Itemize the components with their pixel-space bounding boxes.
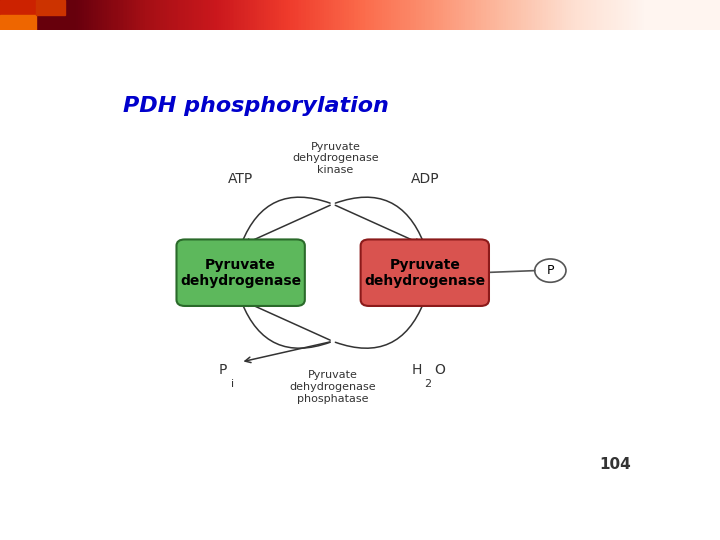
FancyArrowPatch shape [245, 205, 330, 244]
Text: H: H [412, 363, 422, 377]
Text: Pyruvate
dehydrogenase
kinase: Pyruvate dehydrogenase kinase [292, 142, 379, 175]
FancyBboxPatch shape [361, 239, 489, 306]
Text: 2: 2 [423, 379, 431, 389]
Bar [0, 15, 36, 30]
Text: ATP: ATP [228, 172, 253, 186]
Text: O: O [434, 363, 445, 377]
FancyBboxPatch shape [176, 239, 305, 306]
Text: Pyruvate
dehydrogenase: Pyruvate dehydrogenase [180, 258, 301, 288]
Text: P: P [218, 363, 227, 377]
Text: 104: 104 [600, 457, 631, 472]
FancyArrowPatch shape [336, 197, 424, 243]
Text: Pyruvate
dehydrogenase: Pyruvate dehydrogenase [364, 258, 485, 288]
Bar [0, 0, 36, 15]
Text: P: P [546, 264, 554, 277]
Text: PDH phosphorylation: PDH phosphorylation [124, 96, 390, 116]
Text: i: i [230, 379, 234, 389]
Bar [36, 0, 65, 15]
Text: ADP: ADP [410, 172, 439, 186]
FancyArrowPatch shape [336, 205, 420, 244]
FancyArrowPatch shape [336, 302, 424, 348]
Text: Pyruvate
dehydrogenase
phosphatase: Pyruvate dehydrogenase phosphatase [289, 370, 376, 403]
FancyArrowPatch shape [245, 301, 330, 340]
FancyArrowPatch shape [242, 302, 330, 348]
FancyArrowPatch shape [245, 342, 330, 362]
FancyArrowPatch shape [242, 197, 330, 243]
